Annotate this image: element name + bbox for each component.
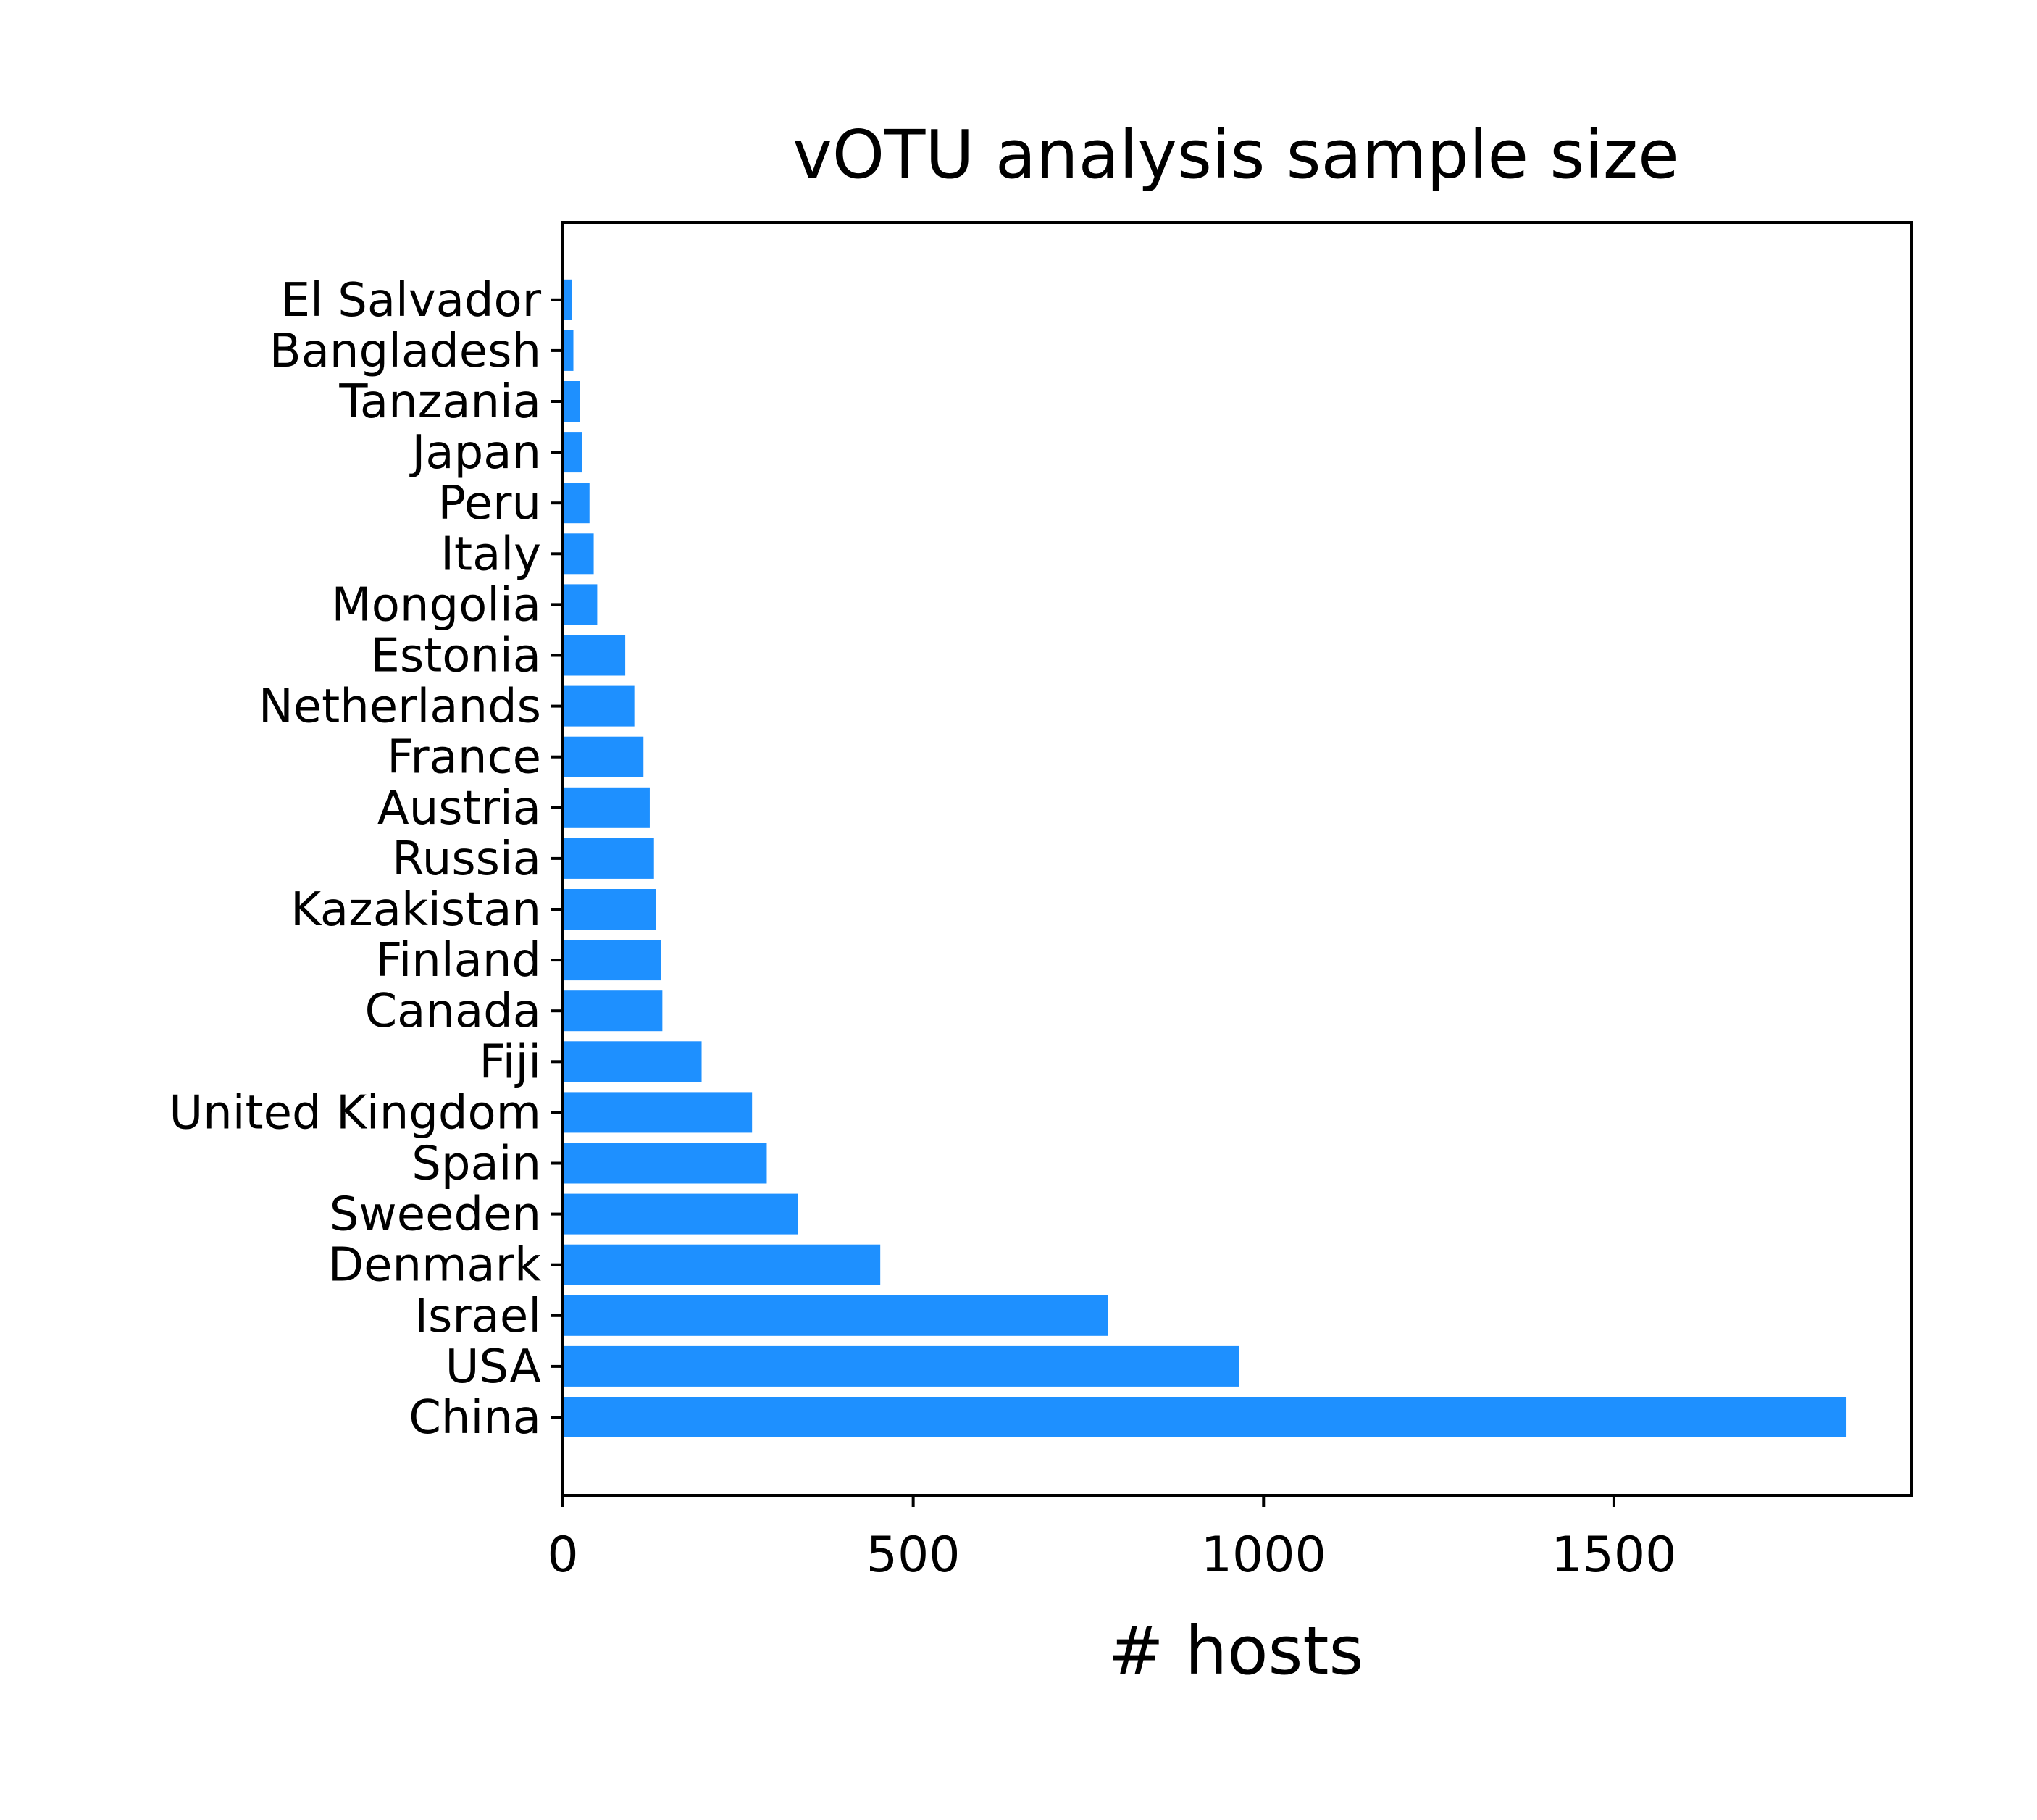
y-tick-label: Peru [438,477,541,530]
bar-usa [563,1345,1239,1387]
y-tick-label: Finland [375,934,541,988]
y-tick-label: Denmark [328,1239,541,1293]
chart-title: vOTU analysis sample size [792,116,1679,193]
bar-finland [563,940,661,981]
y-tick-label: Russia [392,832,541,886]
bar-tanzania [563,381,580,422]
bar-united-kingdom [563,1092,753,1133]
y-tick-label: Fiji [480,1035,542,1089]
y-tick-label: China [409,1391,541,1445]
bar-italy [563,533,594,575]
bar-israel [563,1295,1108,1336]
y-axis: ChinaUSAIsraelDenmarkSweedenSpainUnited … [169,274,563,1445]
y-tick-label: Estonia [370,630,541,683]
y-tick-label: Israel [414,1290,541,1343]
y-tick-label: Italy [440,527,541,581]
bar-denmark [563,1244,881,1285]
bar-estonia [563,635,626,676]
y-tick-label: Kazakistan [290,883,541,937]
x-tick-label: 1000 [1201,1527,1326,1584]
bar-russia [563,838,654,879]
bar-austria [563,787,650,828]
bar-kazakistan [563,889,656,930]
bar-sweeden [563,1193,798,1235]
x-tick-label: 0 [547,1527,578,1584]
bar-fiji [563,1041,702,1082]
y-tick-label: Spain [411,1138,541,1191]
bar-japan [563,432,582,473]
bar-canada [563,990,663,1032]
y-tick-label: France [387,731,541,785]
bar-netherlands [563,685,635,727]
y-tick-label: Bangladesh [269,325,541,378]
bar-france [563,736,644,777]
y-tick-label: Canada [364,985,541,1038]
x-axis-label: # hosts [1108,1612,1364,1690]
bar-el-salvador [563,279,572,320]
x-axis: 0 500 1000 1500 [547,1495,1676,1584]
y-tick-label: Sweeden [330,1188,541,1242]
bar-spain [563,1143,767,1184]
x-tick-label: 500 [866,1527,961,1584]
bar-bangladesh [563,330,574,371]
y-tick-label: Netherlands [259,680,541,734]
x-tick-label: 1500 [1551,1527,1676,1584]
y-tick-label: Tanzania [338,375,541,429]
y-tick-label: United Kingdom [169,1086,541,1140]
plot-frame [561,221,1913,1497]
bars-layer [563,279,1847,1437]
y-tick-label: El Salvador [281,274,542,327]
bar-china [563,1397,1847,1437]
y-tick-label: Austria [377,782,541,835]
bar-mongolia [563,584,598,625]
bar-peru [563,483,590,524]
y-tick-label: USA [446,1340,542,1394]
y-tick-label: Mongolia [332,578,542,632]
y-tick-label: Japan [409,426,542,480]
